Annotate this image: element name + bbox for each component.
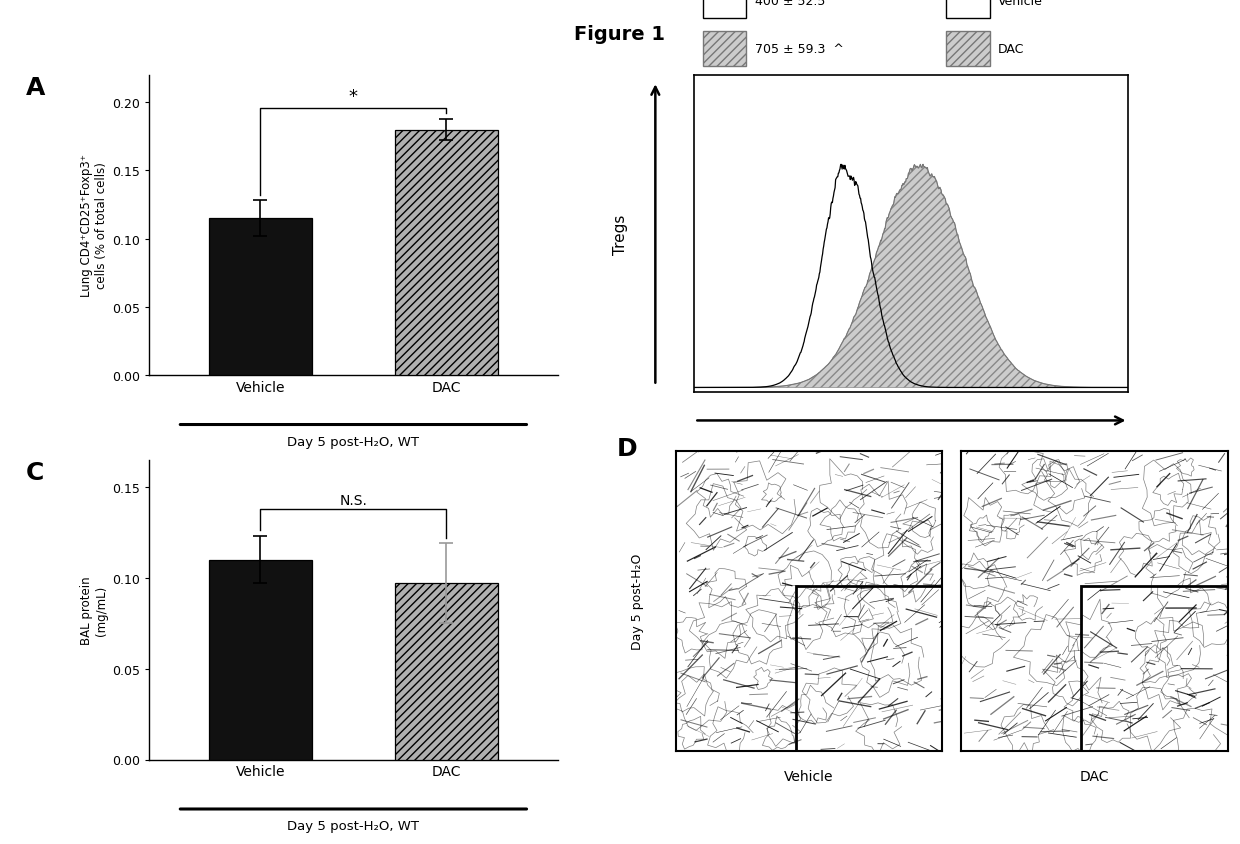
- Text: D: D: [618, 436, 637, 461]
- Text: C: C: [26, 460, 45, 484]
- Y-axis label: Lung CD4⁺CD25⁺Foxp3⁺
cells (% of total cells): Lung CD4⁺CD25⁺Foxp3⁺ cells (% of total c…: [79, 154, 108, 297]
- Text: Vehicle: Vehicle: [785, 769, 833, 783]
- Bar: [1081, 587, 1228, 751]
- FancyBboxPatch shape: [946, 0, 990, 19]
- Text: Day 5 post-H₂O, WT: Day 5 post-H₂O, WT: [288, 820, 419, 832]
- Bar: [796, 587, 942, 751]
- Text: DAC: DAC: [1080, 769, 1109, 783]
- Text: Vehicle: Vehicle: [998, 0, 1043, 8]
- Text: Foxp3⁺: Foxp3⁺: [884, 449, 939, 464]
- Text: N.S.: N.S.: [340, 493, 367, 507]
- Text: *: *: [348, 88, 358, 106]
- FancyBboxPatch shape: [946, 31, 990, 67]
- Text: Tregs: Tregs: [613, 214, 629, 254]
- Bar: [396, 583, 497, 760]
- Text: DAC: DAC: [998, 42, 1024, 56]
- Bar: [210, 219, 311, 376]
- Text: Figure 1: Figure 1: [574, 25, 666, 44]
- Bar: [210, 560, 311, 760]
- FancyBboxPatch shape: [703, 31, 746, 67]
- Text: Day 5 post-H₂O: Day 5 post-H₂O: [631, 553, 644, 650]
- FancyBboxPatch shape: [703, 0, 746, 19]
- Y-axis label: BAL protein
(mg/mL): BAL protein (mg/mL): [79, 576, 108, 644]
- Text: A: A: [26, 76, 46, 100]
- Text: 400 ± 52.5: 400 ± 52.5: [755, 0, 826, 8]
- Bar: [396, 131, 497, 376]
- Text: 705 ± 59.3  ^: 705 ± 59.3 ^: [755, 42, 844, 56]
- Text: Day 5 post-H₂O, WT: Day 5 post-H₂O, WT: [288, 436, 419, 448]
